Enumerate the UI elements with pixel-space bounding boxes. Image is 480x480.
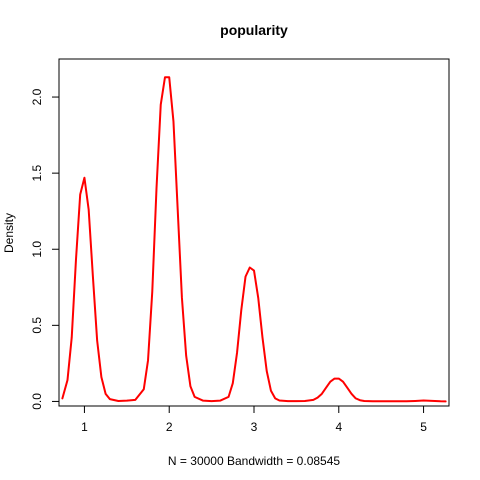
chart-title: popularity	[220, 22, 288, 38]
x-tick-label: 2	[166, 420, 173, 434]
x-tick-label: 4	[335, 420, 342, 434]
y-tick-label: 0.5	[30, 317, 44, 334]
x-tick-label: 5	[420, 420, 427, 434]
y-tick-label: 0.0	[30, 393, 44, 410]
x-axis-label: N = 30000 Bandwidth = 0.08545	[168, 454, 340, 468]
y-tick-label: 1.0	[30, 241, 44, 258]
y-axis: 0.0 0.5 1.0 1.5 2.0	[30, 88, 60, 410]
y-tick-label: 1.5	[30, 164, 44, 181]
x-axis: 1 2 3 4 5	[81, 405, 427, 434]
x-tick-label: 3	[251, 420, 258, 434]
density-curve	[61, 76, 447, 403]
y-tick-label: 2.0	[30, 88, 44, 105]
y-axis-label: Density	[2, 213, 16, 253]
x-tick-label: 1	[81, 420, 88, 434]
plot-frame	[58, 58, 450, 407]
series-layer	[61, 76, 447, 403]
